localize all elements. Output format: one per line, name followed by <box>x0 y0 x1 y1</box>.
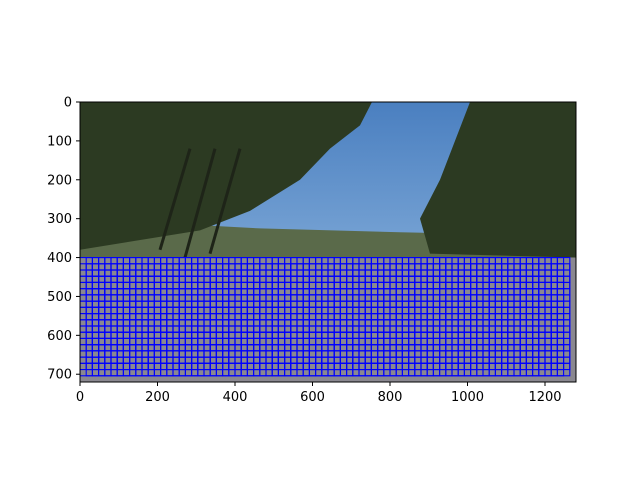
y-tick-label: 100 <box>47 134 72 149</box>
x-tick-label: 800 <box>378 390 403 405</box>
y-tick-label: 400 <box>47 251 72 266</box>
x-tick-label: 400 <box>223 390 248 405</box>
sliding-window <box>556 362 571 377</box>
x-tick-label: 1200 <box>528 390 561 405</box>
y-tick-label: 300 <box>47 212 72 227</box>
x-tick-label: 1000 <box>451 390 484 405</box>
y-tick-label: 500 <box>47 290 72 305</box>
tree-trunk <box>158 148 192 251</box>
tree-trunk <box>208 148 242 255</box>
y-axis: 0 100 200 300 400 500 600 700 <box>47 96 80 383</box>
left-trees <box>80 102 372 250</box>
x-tick-label: 0 <box>76 390 84 405</box>
y-tick-label: 0 <box>64 96 72 111</box>
x-tick-label: 600 <box>300 390 325 405</box>
y-tick-label: 200 <box>47 173 72 188</box>
plot-frame <box>79 101 577 383</box>
right-trees <box>420 102 576 258</box>
tree-trunk <box>183 148 217 258</box>
x-axis: 0 200 400 600 800 1000 1200 <box>76 382 562 405</box>
y-tick-label: 700 <box>47 368 72 383</box>
sliding-window-grid <box>80 257 571 377</box>
y-tick-label: 600 <box>47 329 72 344</box>
x-tick-label: 200 <box>145 390 170 405</box>
